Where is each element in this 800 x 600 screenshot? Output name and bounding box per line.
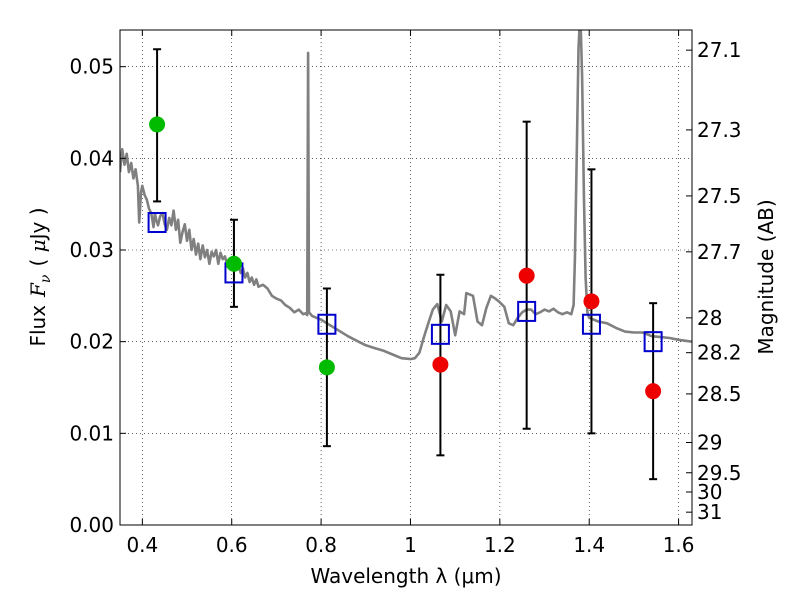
model-flux-square <box>317 313 337 335</box>
y-tick-label: 0.03 <box>69 238 114 262</box>
model-sed-line <box>120 30 692 361</box>
observed-flux-point <box>432 356 449 373</box>
axis-ticks: 0.4 0.6 0.8 1 1.2 1.4 1.6 0.00 0.01 0.02 0.03 0.04 0… <box>69 30 742 557</box>
y2-tick-label: 28.5 <box>697 382 742 406</box>
y2-tick-label: 31 <box>697 500 722 524</box>
plot-frame <box>119 29 693 526</box>
observed-flux-point <box>149 116 166 133</box>
y-tick-label: 0.05 <box>69 55 114 79</box>
y-tick-label: 0.00 <box>69 513 114 537</box>
data-points <box>147 48 663 481</box>
y2-tick-label: 27.5 <box>697 184 742 208</box>
model-flux-square <box>643 331 663 353</box>
x-tick-label: 1.6 <box>663 533 695 557</box>
observed-flux-point <box>518 267 535 284</box>
observed-flux-point <box>645 383 662 400</box>
y-axis-label: FluxFν( μJy ) <box>26 207 54 346</box>
y2-tick-label: 27.3 <box>697 118 742 142</box>
x-tick-label: 0.4 <box>126 533 158 557</box>
y2-tick-label: 28.2 <box>697 341 742 365</box>
x-axis-label: Wavelength λ (μm) <box>310 564 501 588</box>
x-tick-label: 0.6 <box>216 533 248 557</box>
y-tick-label: 0.01 <box>69 421 114 445</box>
model-flux-square <box>517 300 537 322</box>
y2-tick-label: 29 <box>697 431 722 455</box>
model-flux-square <box>430 323 450 345</box>
y2-tick-label: 29.5 <box>697 461 742 485</box>
model-flux-square <box>147 212 167 233</box>
observed-flux-point <box>583 293 600 310</box>
plot-area <box>120 30 692 361</box>
x-tick-label: 1 <box>404 533 417 557</box>
x-tick-label: 1.2 <box>484 533 516 557</box>
model-flux-square <box>581 313 601 335</box>
y-tick-label: 0.04 <box>69 146 114 170</box>
x-tick-label: 1.4 <box>573 533 605 557</box>
observed-flux-point <box>225 255 242 272</box>
y2-tick-label: 30 <box>697 480 722 504</box>
observed-flux-point <box>318 359 335 376</box>
y2-tick-label: 27.1 <box>697 38 742 62</box>
x-tick-label: 0.8 <box>305 533 337 557</box>
y2-tick-label: 27.7 <box>697 240 742 264</box>
y2-axis-label: Magnitude (AB) <box>754 199 778 354</box>
y2-tick-label: 28 <box>697 306 722 330</box>
y-tick-label: 0.02 <box>69 330 114 354</box>
